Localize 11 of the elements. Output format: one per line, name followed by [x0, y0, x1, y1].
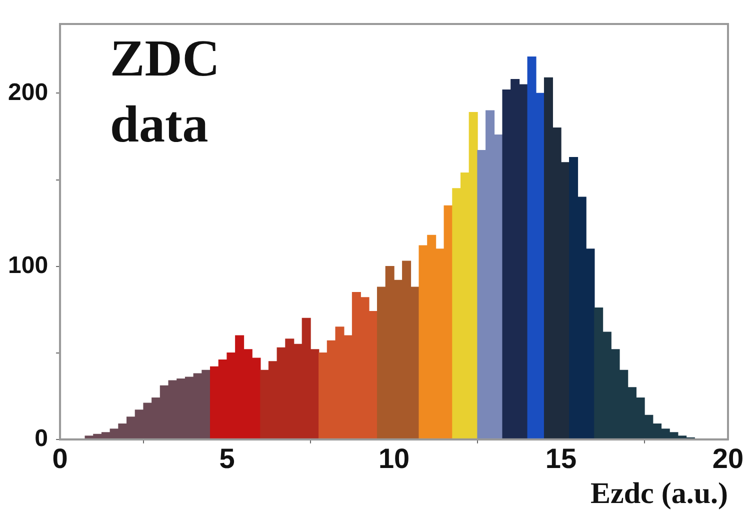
x-tick-label: 5	[219, 442, 235, 474]
annotation: data	[110, 96, 208, 154]
y-tick-label: 200	[8, 78, 48, 106]
x-tick-label: 20	[712, 442, 744, 474]
x-tick-label: 10	[378, 442, 410, 474]
x-tick-label: 15	[545, 442, 577, 474]
annotation: ZDC	[110, 30, 220, 88]
x-tick-label: 0	[52, 442, 68, 474]
x-axis-title: Ezdc (a.u.)	[590, 476, 728, 510]
y-tick-label: 0	[34, 425, 48, 452]
y-tick-label: 100	[8, 252, 48, 279]
